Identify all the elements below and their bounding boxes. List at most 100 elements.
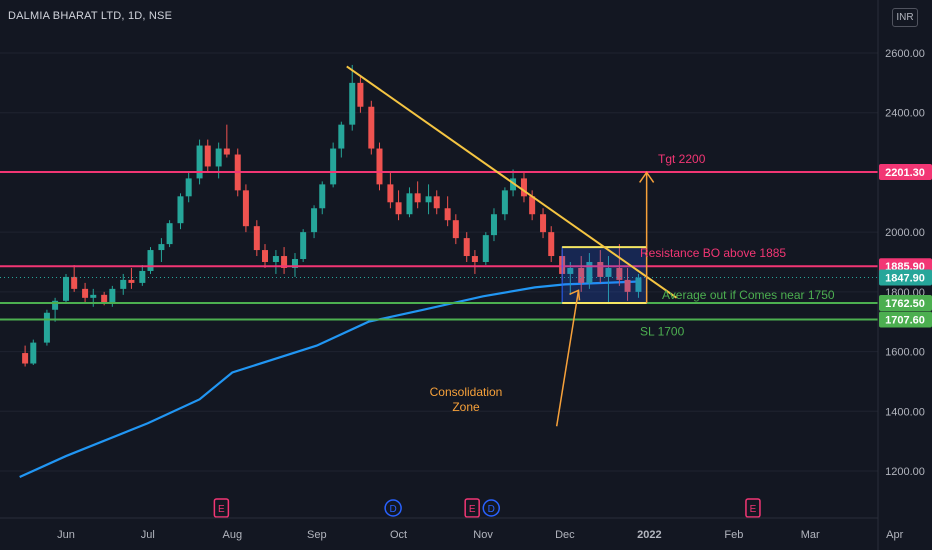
candle-body: [510, 178, 517, 191]
candle-body: [444, 208, 451, 221]
candle-body: [330, 148, 337, 185]
time-tick-label: Feb: [724, 529, 743, 541]
event-label: E: [469, 504, 476, 515]
price-tag-label: 1707.60: [885, 314, 925, 326]
label-average-out: Average out if Comes near 1750: [662, 288, 835, 302]
price-tick-label: 1400.00: [885, 406, 925, 418]
event-label: D: [488, 504, 495, 515]
candle-body: [529, 196, 536, 215]
candle-body: [101, 294, 108, 304]
candle-body: [166, 223, 173, 245]
candle-body: [490, 214, 497, 236]
time-axis[interactable]: Jun Jul Aug Sep Oct Nov Dec 2022 Feb Mar Apr: [0, 517, 904, 541]
candle-body: [158, 244, 165, 251]
label-zone: Zone: [452, 400, 480, 414]
candle-body: [253, 226, 260, 251]
candle-body: [635, 277, 642, 292]
candle-body: [311, 208, 318, 233]
event-label: D: [390, 504, 397, 515]
price-tag-bg: [879, 269, 932, 286]
candle-body: [452, 220, 459, 239]
chart-title: DALMIA BHARAT LTD, 1D, NSE: [8, 10, 173, 22]
time-tick-label: Dec: [555, 529, 575, 541]
candle-body: [291, 259, 298, 268]
earnings-event-icon[interactable]: [464, 498, 480, 518]
candle-body: [139, 270, 146, 283]
time-tick-label: Oct: [390, 529, 407, 541]
candle-body: [22, 353, 29, 364]
annotation-labels: Tgt 2200 Resistance BO above 1885 Average …: [430, 152, 835, 414]
candles-layer: [22, 64, 642, 367]
candle-body: [215, 148, 222, 167]
candle-body: [520, 178, 527, 197]
trendline: [346, 65, 678, 299]
time-tick-label: Jun: [57, 529, 75, 541]
price-tick-label: 1200.00: [885, 466, 925, 478]
candle-body: [387, 184, 394, 203]
candle-body: [109, 288, 116, 304]
earnings-event-icon[interactable]: [745, 498, 761, 518]
candle-body: [128, 279, 135, 283]
dividend-event-icon[interactable]: [482, 499, 501, 517]
candle-body: [196, 145, 203, 179]
consolidation-box: [561, 246, 648, 304]
dividend-event-icon[interactable]: [384, 499, 402, 517]
candle-body: [357, 82, 364, 107]
zone-arrow-shaft: [555, 290, 580, 427]
currency-badge[interactable]: INR: [892, 8, 918, 27]
time-tick-label: Jul: [141, 529, 155, 541]
candle-body: [63, 276, 69, 301]
candle-body: [319, 184, 326, 209]
candle-body: [349, 82, 356, 125]
candle-body: [368, 106, 375, 149]
price-tag-bg: [879, 164, 932, 181]
time-tick-label: Sep: [307, 529, 327, 541]
label-stop-loss: SL 1700: [640, 324, 685, 338]
price-tick-label: 1600.00: [885, 347, 925, 359]
candle-body: [501, 190, 508, 215]
candle-body: [597, 262, 604, 277]
price-tag-label: 1762.50: [885, 298, 925, 310]
candle-body: [578, 267, 585, 283]
moving-average-layer: [19, 280, 642, 478]
target-arrow-head: [639, 171, 655, 183]
price-tag-label: 2201.30: [885, 167, 925, 179]
candle-body: [482, 235, 489, 262]
candle-body: [463, 238, 470, 257]
event-label: E: [750, 504, 757, 515]
earnings-event-icon[interactable]: [213, 498, 230, 518]
zone-arrow-head: [569, 289, 581, 301]
time-tick-label: Apr: [886, 529, 903, 541]
candle-body: [261, 250, 268, 262]
time-tick-label: Mar: [801, 529, 820, 541]
candle-body: [82, 288, 89, 298]
moving-average-line: [19, 280, 642, 478]
price-tick-label: 2600.00: [885, 48, 925, 60]
price-axis[interactable]: 1200.001400.001600.001800.002000.002400.…: [877, 0, 932, 550]
candle-body: [567, 267, 574, 274]
candle-body: [147, 250, 154, 271]
candle-body: [586, 262, 593, 283]
price-tag-label: 1847.90: [885, 273, 925, 285]
candle-body: [242, 190, 249, 227]
price-tag-bg: [879, 295, 932, 312]
candle-body: [548, 232, 555, 257]
candle-body: [471, 256, 478, 262]
candle-body: [204, 145, 211, 167]
price-tick-label: 2000.00: [885, 227, 925, 239]
candle-body: [540, 214, 547, 233]
label-consolidation: Consolidation: [430, 385, 503, 399]
grid-lines: [0, 52, 878, 472]
candle-body: [433, 196, 440, 209]
event-label: E: [218, 504, 225, 515]
candle-body: [71, 276, 78, 289]
label-target: Tgt 2200: [658, 152, 706, 166]
candle-body: [414, 193, 421, 203]
label-resistance: Resistance BO above 1885: [640, 246, 786, 260]
candle-body: [30, 342, 37, 364]
price-tick-label: 2400.00: [885, 108, 925, 120]
candle-body: [90, 294, 97, 298]
